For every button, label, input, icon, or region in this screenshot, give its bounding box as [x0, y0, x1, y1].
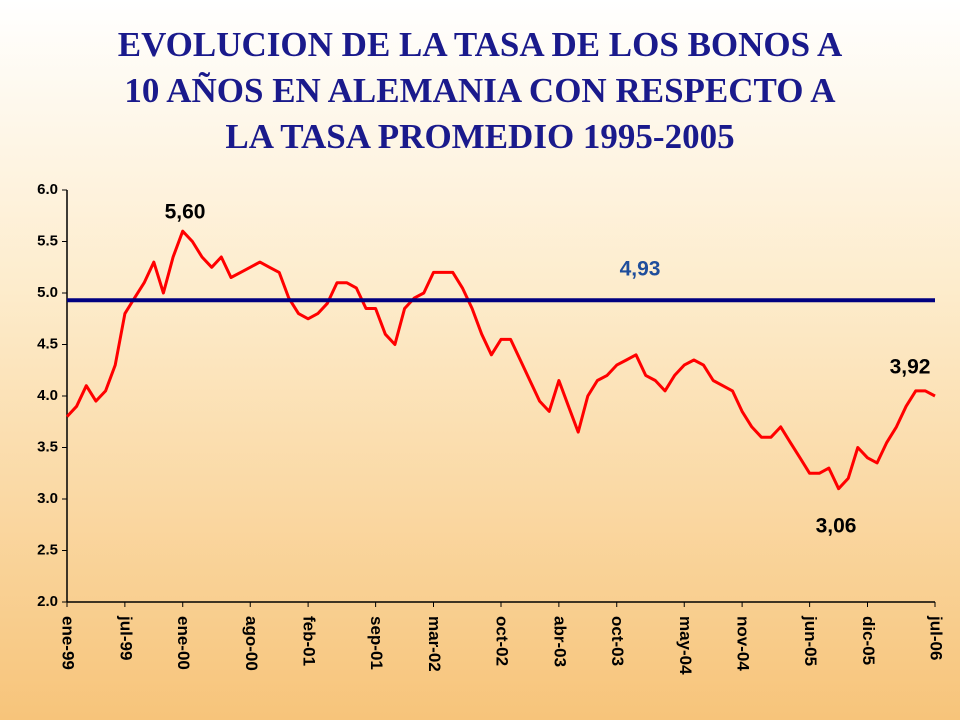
- y-tick-label: 4.5: [37, 335, 58, 352]
- title-line: EVOLUCION DE LA TASA DE LOS BONOS A: [117, 25, 843, 64]
- title-line: LA TASA PROMEDIO 1995-2005: [225, 117, 735, 156]
- y-tick-label: 6.0: [37, 181, 58, 198]
- x-tick-label: nov-04: [734, 616, 753, 671]
- y-tick-label: 3.0: [37, 490, 58, 507]
- line-series: [65, 229, 936, 491]
- title-line: 10 AÑOS EN ALEMANIA CON RESPECTO A: [124, 71, 836, 110]
- x-tick-label: mar-02: [425, 616, 444, 672]
- annotation: 3,92: [890, 356, 931, 379]
- x-tick-label: abr-03: [550, 616, 569, 667]
- reference-label: 4,93: [620, 258, 661, 281]
- chart-title: EVOLUCION DE LA TASA DE LOS BONOS A 10 A…: [0, 22, 960, 160]
- x-tick-label: ene-99: [59, 616, 78, 670]
- x-tick-label: may-04: [676, 616, 695, 675]
- y-tick-label: 5.5: [37, 232, 58, 249]
- y-tick-label: 2.5: [37, 541, 58, 558]
- x-tick-label: sep-01: [367, 616, 386, 670]
- x-tick-label: ago-00: [242, 616, 261, 671]
- y-tick-label: 3.5: [37, 438, 58, 455]
- x-tick-label: oct-02: [493, 616, 512, 666]
- annotation: 5,60: [165, 201, 206, 224]
- x-tick-label: jul-99: [116, 615, 135, 660]
- x-tick-label: feb-01: [300, 616, 319, 666]
- x-tick-label: jun-05: [801, 615, 820, 666]
- x-tick-label: oct-03: [608, 616, 627, 666]
- x-tick-label: jul-06: [927, 615, 946, 660]
- y-tick-label: 5.0: [37, 284, 58, 301]
- y-tick-label: 2.0: [37, 593, 58, 610]
- annotation: 3,06: [816, 515, 857, 538]
- x-tick-label: dic-05: [859, 616, 878, 665]
- x-tick-label: ene-00: [174, 616, 193, 670]
- y-tick-label: 4.0: [37, 387, 58, 404]
